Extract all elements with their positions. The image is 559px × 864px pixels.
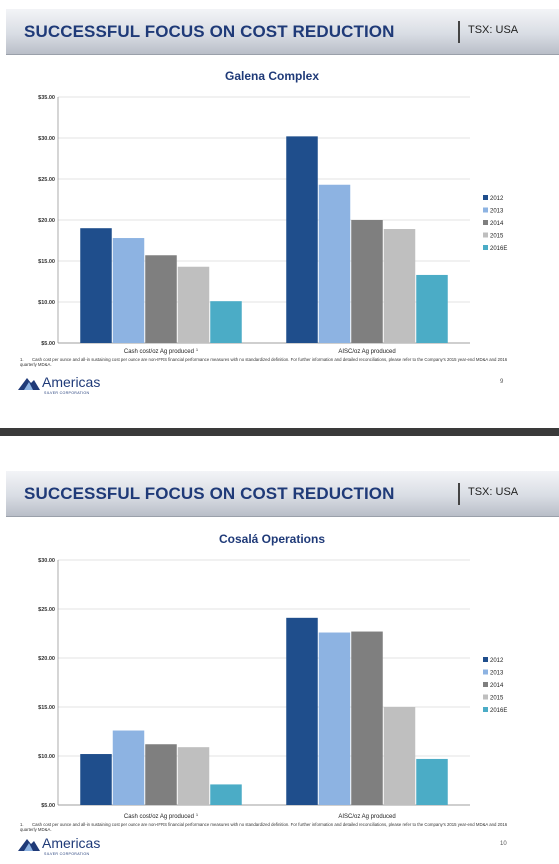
legend-label: 2015 bbox=[490, 696, 504, 702]
page-number: 10 bbox=[500, 841, 507, 847]
y-tick-label: $20.00 bbox=[38, 656, 55, 662]
legend-label: 2014 bbox=[490, 683, 504, 689]
ticker-label: TSX: USA bbox=[468, 24, 519, 36]
bar-2015-cash-cost bbox=[177, 747, 210, 805]
y-tick-label: $15.00 bbox=[38, 705, 55, 711]
category-label: AISC/oz Ag produced bbox=[338, 814, 395, 820]
logo-name: Americas bbox=[42, 374, 101, 390]
bar-2016E-cash-cost bbox=[210, 301, 242, 343]
cosala-cost-chart: Cosalá Operations $5.00 $10.00 $15.00 $20.00… bbox=[38, 532, 507, 820]
footnote-text: Cash cost per ounce and all-in sustainin… bbox=[20, 822, 508, 832]
slide-header: SUCCESSFUL FOCUS ON COST REDUCTION TSX: … bbox=[6, 9, 559, 55]
galena-cost-chart: Galena Complex $5.00 $10.00 $15.00 $20.00 $25… bbox=[38, 69, 507, 355]
legend-swatch bbox=[483, 195, 488, 200]
legend-label: 2012 bbox=[490, 196, 504, 202]
y-tick-label: $30.00 bbox=[38, 558, 55, 564]
bar-2013-cash-cost bbox=[112, 238, 145, 343]
y-tick-label: $30.00 bbox=[38, 136, 55, 142]
slide-title: SUCCESSFUL FOCUS ON COST REDUCTION bbox=[24, 22, 395, 41]
y-tick-label: $10.00 bbox=[38, 754, 55, 760]
y-tick-label: $5.00 bbox=[41, 341, 55, 347]
legend-label: 2016E bbox=[490, 246, 507, 252]
footnote: 1. Cash cost per ounce and all-in sustain… bbox=[20, 357, 520, 367]
footnote-number: 1. bbox=[20, 822, 24, 827]
legend-swatch bbox=[483, 232, 488, 238]
legend-label: 2014 bbox=[490, 221, 504, 227]
legend-swatch bbox=[483, 694, 488, 700]
y-tick-label: $20.00 bbox=[38, 218, 55, 224]
company-logo: Americas SILVER CORPORATION bbox=[18, 835, 148, 859]
legend-swatch bbox=[483, 245, 488, 250]
bar-2016E-cash-cost bbox=[210, 784, 242, 805]
logo-subtitle: SILVER CORPORATION bbox=[44, 391, 90, 395]
bar-2012-cash-cost bbox=[80, 754, 112, 805]
bar-2013-aisc bbox=[318, 632, 351, 805]
legend-swatch bbox=[483, 657, 488, 662]
mountain-logo-icon bbox=[18, 839, 40, 851]
legend-swatch bbox=[483, 682, 488, 687]
legend-label: 2016E bbox=[490, 708, 507, 714]
legend-swatch bbox=[483, 207, 488, 213]
bar-2012-cash-cost bbox=[80, 228, 112, 343]
bar-2014-aisc bbox=[351, 631, 383, 805]
company-logo: Americas SILVER CORPORATION bbox=[18, 374, 148, 398]
y-tick-label: $25.00 bbox=[38, 177, 55, 183]
category-label: AISC/oz Ag produced bbox=[338, 349, 395, 355]
category-label: Cash cost/oz Ag produced 1 bbox=[124, 347, 199, 355]
logo-name: Americas bbox=[42, 835, 101, 851]
bar-2014-aisc bbox=[351, 220, 383, 343]
bar-2016E-aisc bbox=[416, 274, 448, 343]
legend-label: 2012 bbox=[490, 658, 504, 664]
bar-2014-cash-cost bbox=[145, 255, 177, 343]
bar-2013-aisc bbox=[318, 184, 351, 343]
bar-2015-aisc bbox=[383, 229, 416, 343]
bar-2015-cash-cost bbox=[177, 266, 210, 343]
y-tick-label: $10.00 bbox=[38, 300, 55, 306]
chart-title: Galena Complex bbox=[225, 69, 319, 83]
header-separator bbox=[458, 483, 460, 505]
page-number: 9 bbox=[500, 379, 504, 385]
header-separator bbox=[458, 21, 460, 43]
slide-galena: SUCCESSFUL FOCUS ON COST REDUCTION TSX: … bbox=[0, 0, 559, 400]
legend-swatch bbox=[483, 220, 488, 225]
bar-2012-aisc bbox=[286, 617, 318, 805]
ticker-label: TSX: USA bbox=[468, 486, 519, 498]
slide-title: SUCCESSFUL FOCUS ON COST REDUCTION bbox=[24, 484, 395, 503]
bar-2015-aisc bbox=[383, 707, 416, 805]
bar-2013-cash-cost bbox=[112, 730, 145, 805]
bar-2012-aisc bbox=[286, 136, 318, 343]
slide-divider bbox=[0, 428, 559, 436]
legend-swatch bbox=[483, 669, 488, 675]
bar-2016E-aisc bbox=[416, 758, 448, 805]
bar-2014-cash-cost bbox=[145, 744, 177, 805]
legend-label: 2013 bbox=[490, 671, 504, 677]
footnote: 1. Cash cost per ounce and all-in sustain… bbox=[20, 822, 520, 832]
legend-swatch bbox=[483, 707, 488, 712]
y-tick-label: $5.00 bbox=[41, 803, 55, 809]
y-tick-label: $15.00 bbox=[38, 259, 55, 265]
slide-cosala: SUCCESSFUL FOCUS ON COST REDUCTION TSX: … bbox=[0, 462, 559, 862]
footnote-text: Cash cost per ounce and all-in sustainin… bbox=[20, 357, 508, 367]
footnote-number: 1. bbox=[20, 357, 24, 362]
slide-header: SUCCESSFUL FOCUS ON COST REDUCTION TSX: … bbox=[6, 471, 559, 517]
y-tick-label: $25.00 bbox=[38, 607, 55, 613]
logo-subtitle: SILVER CORPORATION bbox=[44, 852, 90, 856]
legend-label: 2015 bbox=[490, 234, 504, 240]
legend-label: 2013 bbox=[490, 209, 504, 215]
y-tick-label: $35.00 bbox=[38, 95, 55, 101]
category-label: Cash cost/oz Ag produced 1 bbox=[124, 812, 199, 820]
mountain-logo-icon bbox=[18, 378, 40, 390]
chart-title: Cosalá Operations bbox=[219, 532, 325, 546]
